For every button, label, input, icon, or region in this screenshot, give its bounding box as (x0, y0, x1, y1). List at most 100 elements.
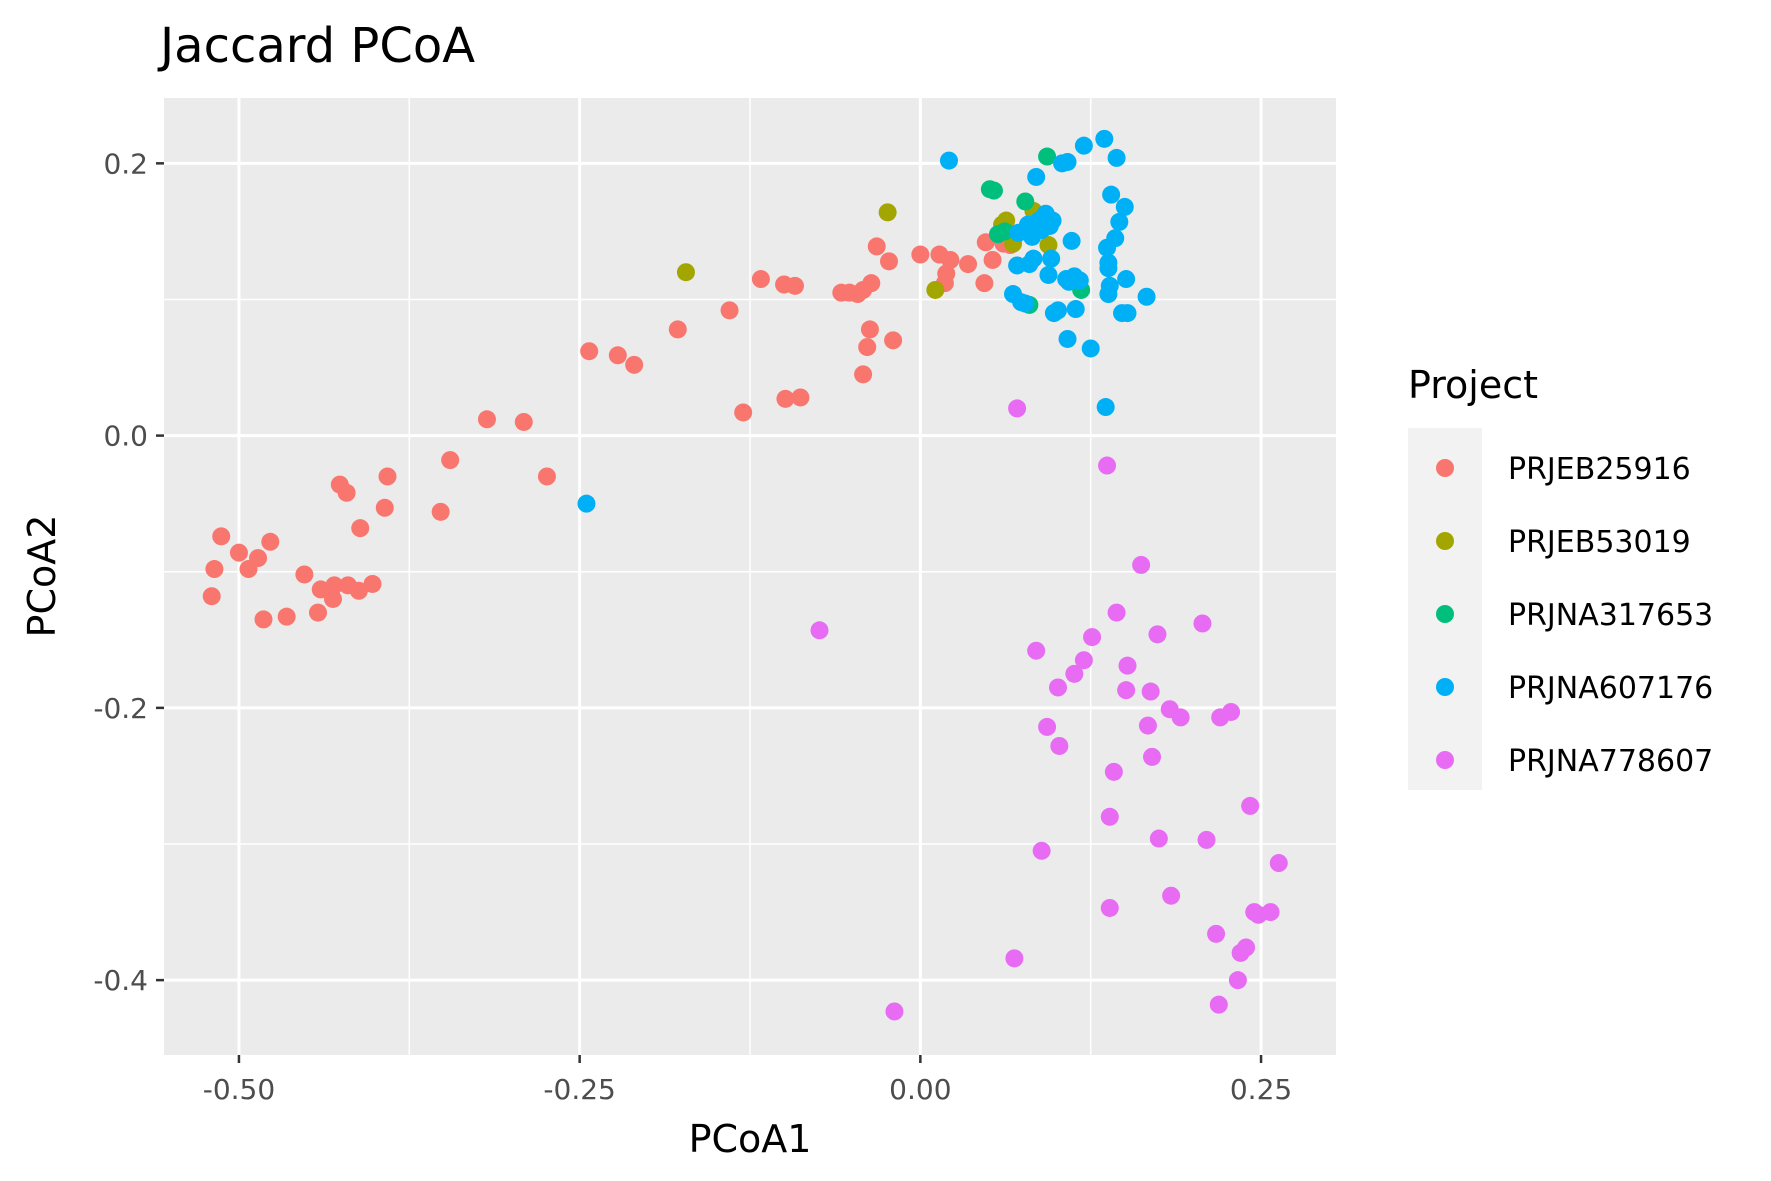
data-point (1209, 995, 1228, 1014)
data-point (1100, 898, 1119, 917)
x-tick-label: 0.25 (1230, 1073, 1292, 1106)
data-point (1039, 265, 1058, 284)
legend-title: Project (1408, 363, 1538, 407)
data-point (885, 1002, 904, 1021)
legend-label: PRJEB25916 (1508, 452, 1691, 487)
data-point (1149, 829, 1168, 848)
data-point (995, 222, 1014, 241)
data-point (880, 252, 899, 271)
data-point (349, 581, 368, 600)
data-point (431, 502, 450, 521)
legend-item-PRJEB53019: PRJEB53019 (1436, 525, 1691, 560)
data-point (734, 403, 753, 422)
data-point (254, 610, 273, 629)
data-point (441, 451, 460, 470)
y-tick-label: -0.4 (93, 964, 148, 997)
data-point (351, 519, 370, 538)
legend-key (1436, 532, 1454, 550)
data-point (1016, 192, 1035, 211)
data-point (1110, 212, 1129, 231)
data-point (1065, 664, 1084, 683)
data-point (577, 494, 596, 513)
data-point (959, 255, 978, 274)
data-point (261, 532, 280, 551)
y-tick-label: -0.2 (93, 692, 148, 725)
data-point (337, 483, 356, 502)
data-point (1269, 854, 1288, 873)
data-point (537, 467, 556, 486)
data-point (1027, 641, 1046, 660)
data-point (1207, 924, 1226, 943)
y-axis-ticks: -0.4 -0.2 0.0 0.2 (93, 147, 164, 997)
x-axis-ticks: -0.50 -0.25 0.00 0.25 (203, 1055, 1292, 1106)
data-point (477, 410, 496, 429)
data-point (1241, 796, 1260, 815)
x-tick-label: -0.25 (543, 1073, 615, 1106)
data-point (867, 237, 886, 256)
data-point (1038, 147, 1057, 166)
y-axis-title: PCoA2 (20, 515, 64, 638)
data-point (860, 320, 879, 339)
legend-label: PRJNA607176 (1508, 671, 1713, 706)
data-point (862, 274, 881, 293)
series-PRJNA607176 (577, 129, 1156, 513)
legend-label: PRJNA778607 (1508, 744, 1713, 779)
data-point (668, 320, 687, 339)
legend-label: PRJNA317653 (1508, 598, 1713, 633)
data-point (1005, 949, 1024, 968)
data-point (1261, 903, 1280, 922)
data-point (1095, 129, 1114, 148)
data-point (1024, 249, 1043, 268)
legend-item-PRJNA778607: PRJNA778607 (1436, 744, 1713, 779)
data-point (1137, 287, 1156, 306)
data-point (720, 301, 739, 320)
data-point (1228, 971, 1247, 990)
data-point (580, 342, 599, 361)
x-tick-label: 0.00 (889, 1073, 951, 1106)
legend-label: PRJEB53019 (1508, 525, 1691, 560)
data-point (378, 467, 397, 486)
data-point (1096, 398, 1115, 417)
data-point (751, 270, 770, 289)
data-point (1100, 276, 1119, 295)
data-point (1115, 197, 1134, 216)
data-point (1143, 747, 1162, 766)
data-point (676, 263, 695, 282)
data-point (1032, 841, 1051, 860)
data-point (323, 589, 342, 608)
data-point (1104, 762, 1123, 781)
data-point (858, 338, 877, 357)
data-point (939, 151, 958, 170)
legend-key (1436, 459, 1454, 477)
data-point (810, 621, 829, 640)
data-point (1222, 702, 1241, 721)
legend-item-PRJNA607176: PRJNA607176 (1436, 671, 1713, 706)
data-point (926, 280, 945, 299)
data-point (1038, 717, 1057, 736)
data-point (854, 365, 873, 384)
data-point (1107, 148, 1126, 167)
data-point (911, 245, 930, 264)
data-point (1048, 678, 1067, 697)
data-point (514, 412, 533, 431)
data-point (1193, 614, 1212, 633)
data-point (608, 346, 627, 365)
data-point (1081, 339, 1100, 358)
data-point (776, 389, 795, 408)
data-point (1118, 304, 1137, 323)
data-point (983, 250, 1002, 269)
data-point (937, 264, 956, 283)
data-point (308, 603, 327, 622)
data-point (1066, 300, 1085, 319)
legend-key (1436, 678, 1454, 696)
data-point (1138, 716, 1157, 735)
legend: Project PRJEB25916 PRJEB53019 PRJNA317653 P… (1408, 363, 1713, 790)
data-point (1070, 271, 1089, 290)
data-point (1058, 152, 1077, 171)
data-point (984, 181, 1003, 200)
data-point (791, 388, 810, 407)
data-point (785, 276, 804, 295)
data-point (1039, 236, 1058, 255)
data-point (1016, 294, 1035, 313)
